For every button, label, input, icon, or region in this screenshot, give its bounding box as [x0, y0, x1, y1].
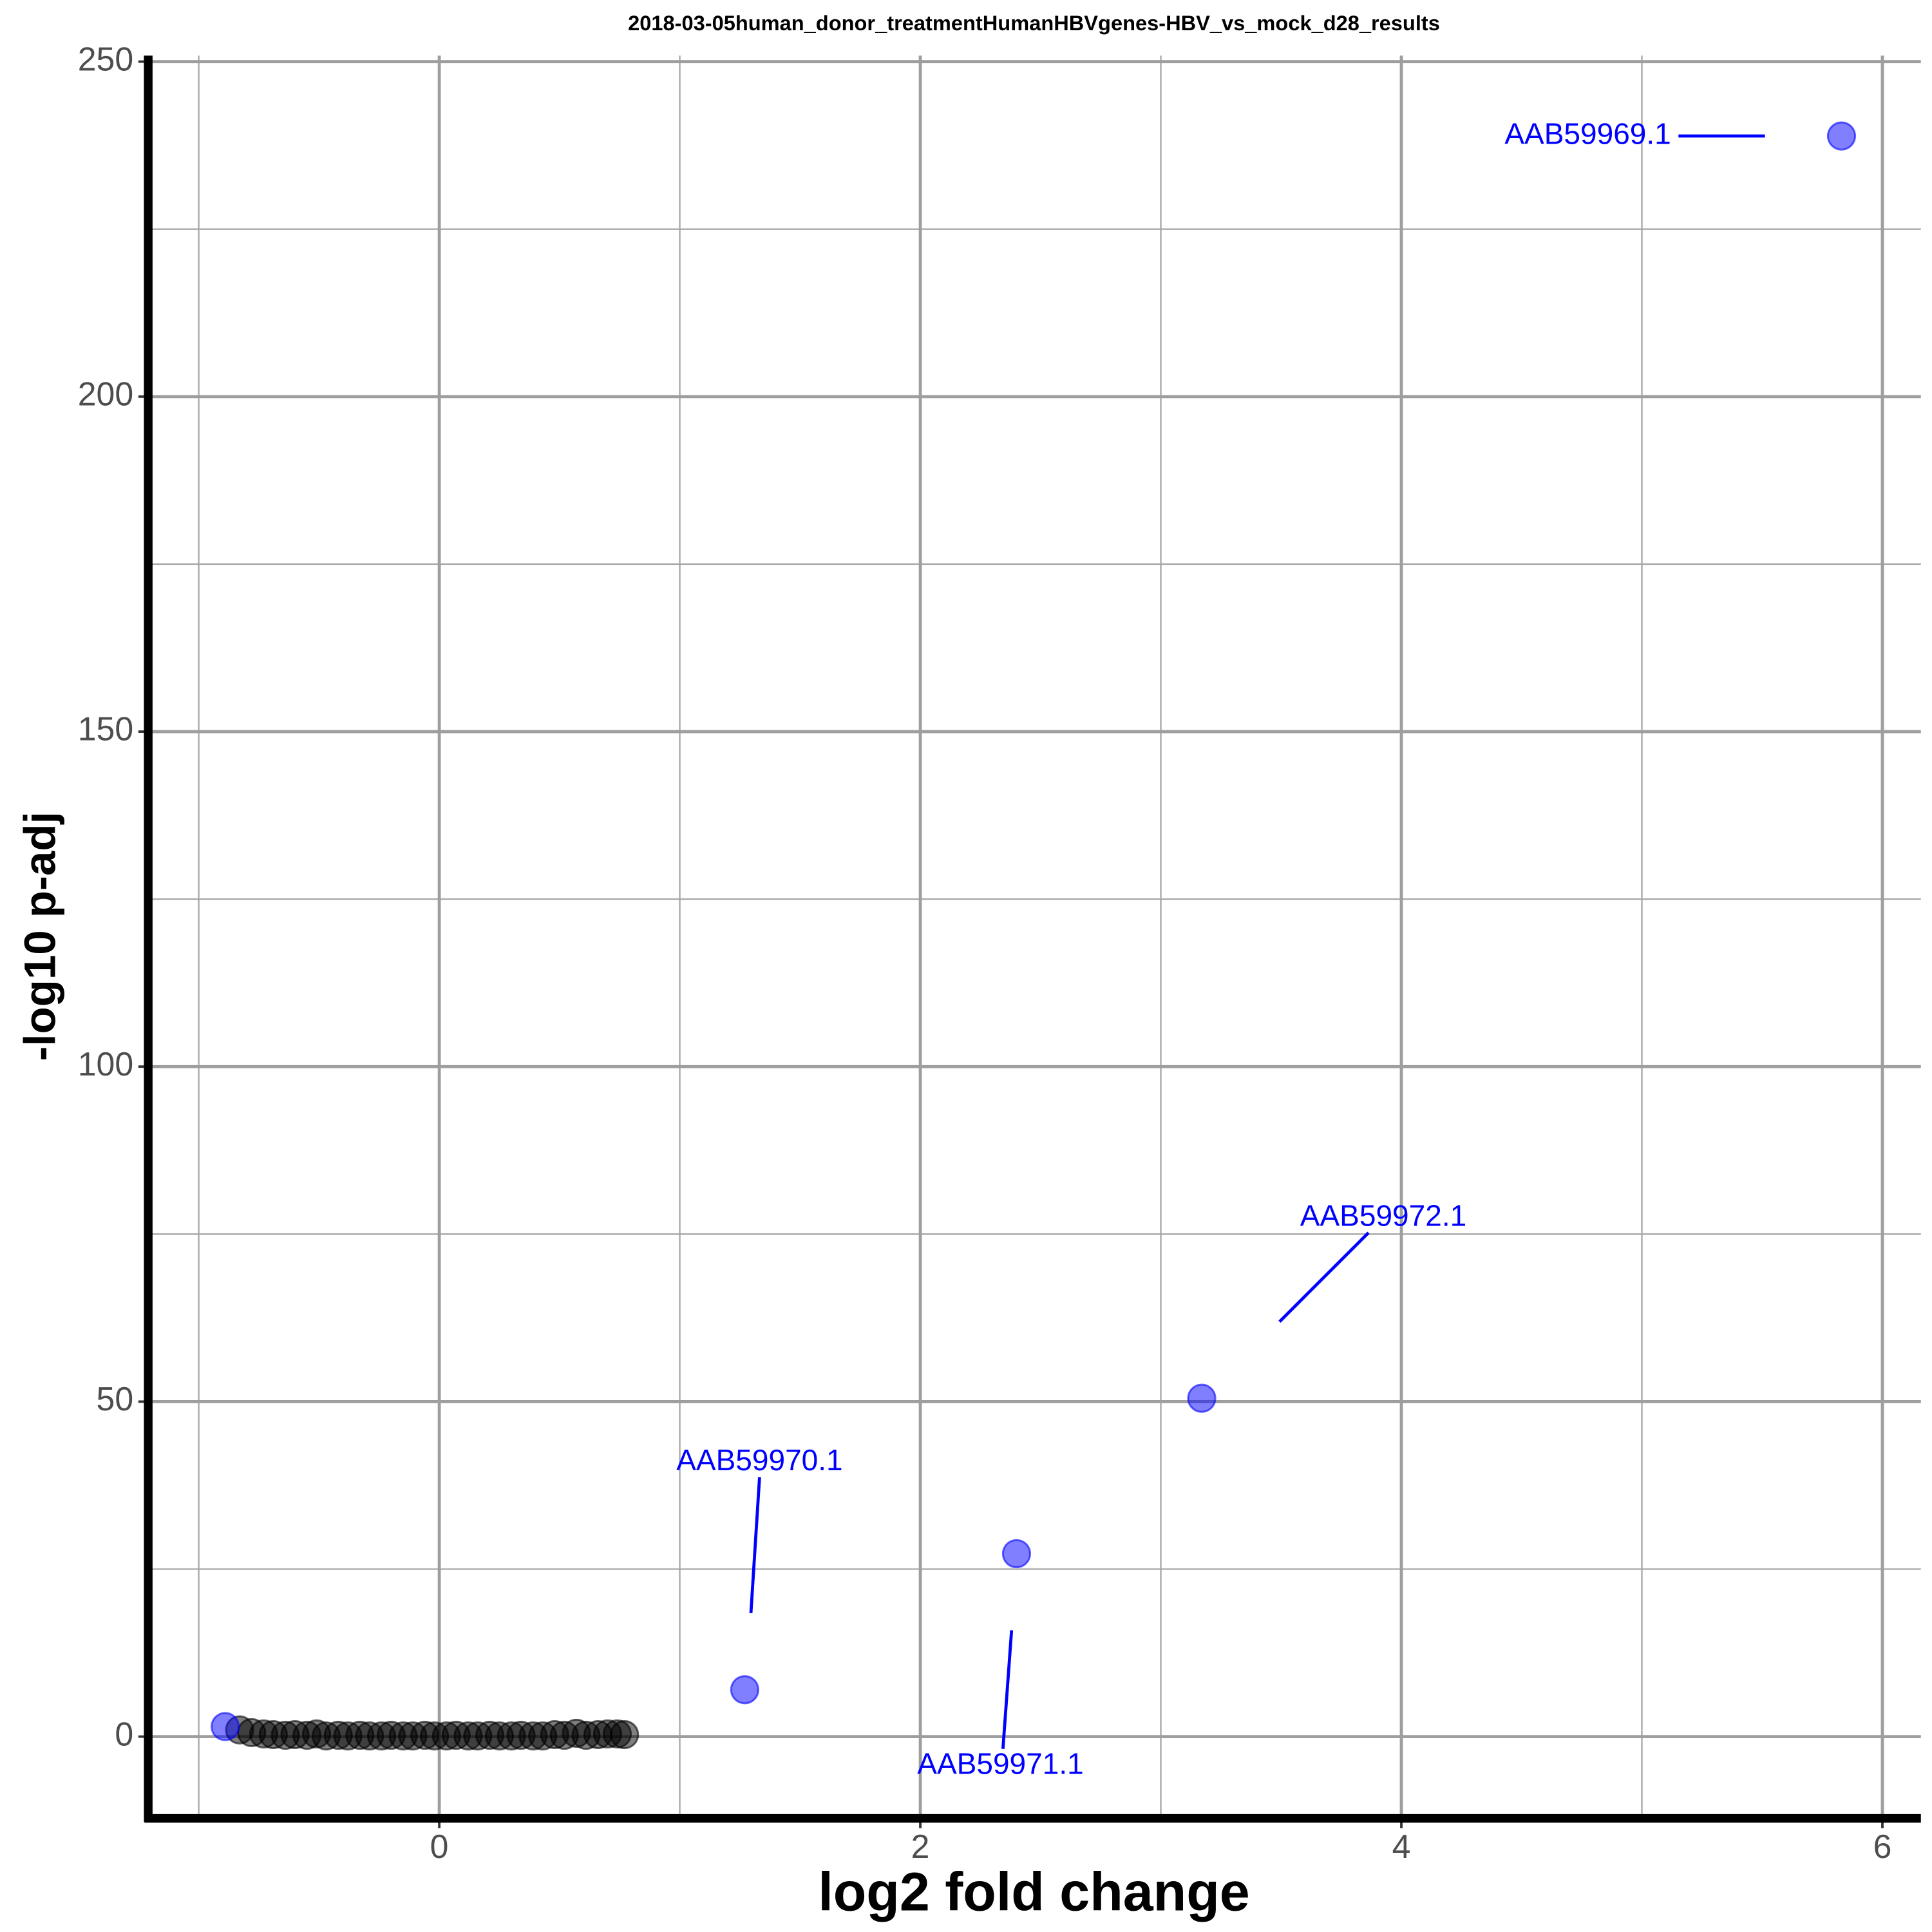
- y-tick-label: 200: [78, 375, 133, 413]
- y-tick-label: 250: [78, 40, 133, 77]
- point: [730, 1675, 759, 1705]
- point-label: AAB59969.1: [1504, 117, 1671, 150]
- y-tick-label: 50: [97, 1380, 134, 1417]
- x-tick-label: 6: [1873, 1828, 1892, 1865]
- x-tick-label: 0: [430, 1828, 449, 1865]
- point: [1187, 1383, 1217, 1413]
- point-label: AAB59970.1: [676, 1443, 842, 1477]
- chart-title: 2018-03-05human_donor_treatmentHumanHBVg…: [628, 11, 1440, 35]
- x-axis-title: log2 fold change: [818, 1862, 1249, 1922]
- label-connector: [1001, 1630, 1014, 1749]
- point: [610, 1719, 639, 1750]
- point: [1001, 1539, 1031, 1569]
- x-tick-label: 2: [911, 1828, 930, 1865]
- point-label: AAB59971.1: [917, 1747, 1083, 1781]
- x-tick-label: 4: [1392, 1828, 1411, 1865]
- y-tick-label: 0: [115, 1715, 133, 1752]
- point-label: AAB59972.1: [1300, 1198, 1466, 1232]
- point: [1826, 121, 1857, 151]
- y-tick-label: 150: [78, 710, 133, 748]
- label-connector: [749, 1477, 761, 1614]
- y-tick-label: 100: [78, 1045, 133, 1083]
- y-axis-title: -log10 p-adj: [14, 811, 64, 1061]
- point: [211, 1712, 240, 1741]
- label-connector: [1278, 1231, 1370, 1323]
